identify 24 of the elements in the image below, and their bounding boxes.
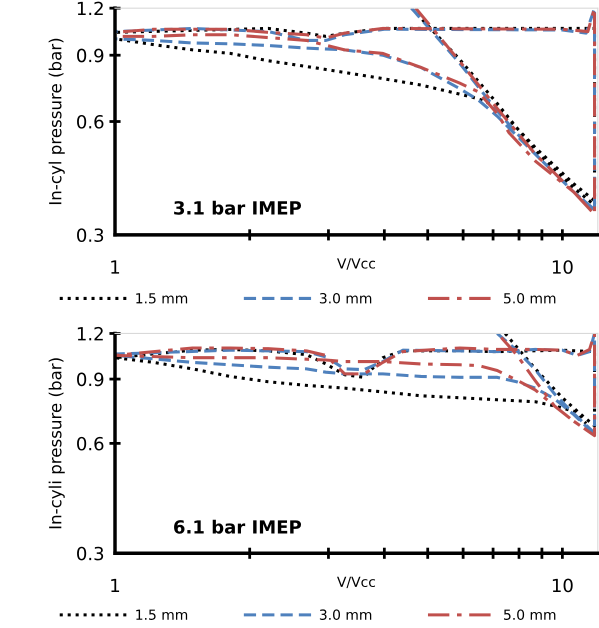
legend-label: 5.0 mm [504, 609, 556, 620]
y-tick-label: 0.3 [77, 546, 104, 560]
legend-label: 1.5 mm [136, 610, 188, 620]
x-tick-label: 1 [111, 260, 120, 274]
annotation: 3.1 bar IMEP [174, 200, 302, 215]
legend-label: 1.5 mm [136, 293, 188, 304]
x-tick-label: 10 [552, 578, 573, 592]
x-tick-label: 10 [552, 260, 573, 274]
y-tick-label: 0.6 [77, 436, 104, 450]
y-tick-label: 0.3 [77, 228, 104, 242]
y-tick-label: 1.2 [78, 2, 103, 16]
legend-label: 3.0 mm [320, 609, 372, 620]
legend-label: 3.0 mm [320, 293, 372, 304]
x-tick-label: 1 [111, 578, 120, 592]
y-axis-title: In-cyli pressure (bar) [48, 358, 65, 528]
y-axis-title: In-cyl pressure (bar) [48, 38, 65, 204]
x-axis-title: V/Vcc [337, 576, 376, 588]
annotation: 6.1 bar IMEP [174, 520, 302, 534]
legend-label: 5.0 mm [504, 293, 556, 304]
y-tick-label: 0.9 [77, 48, 104, 62]
y-tick-label: 0.6 [77, 114, 104, 129]
y-tick-label: 1.2 [78, 326, 103, 340]
y-tick-label: 0.9 [77, 372, 104, 386]
x-axis-title: V/Vcc [337, 258, 376, 270]
